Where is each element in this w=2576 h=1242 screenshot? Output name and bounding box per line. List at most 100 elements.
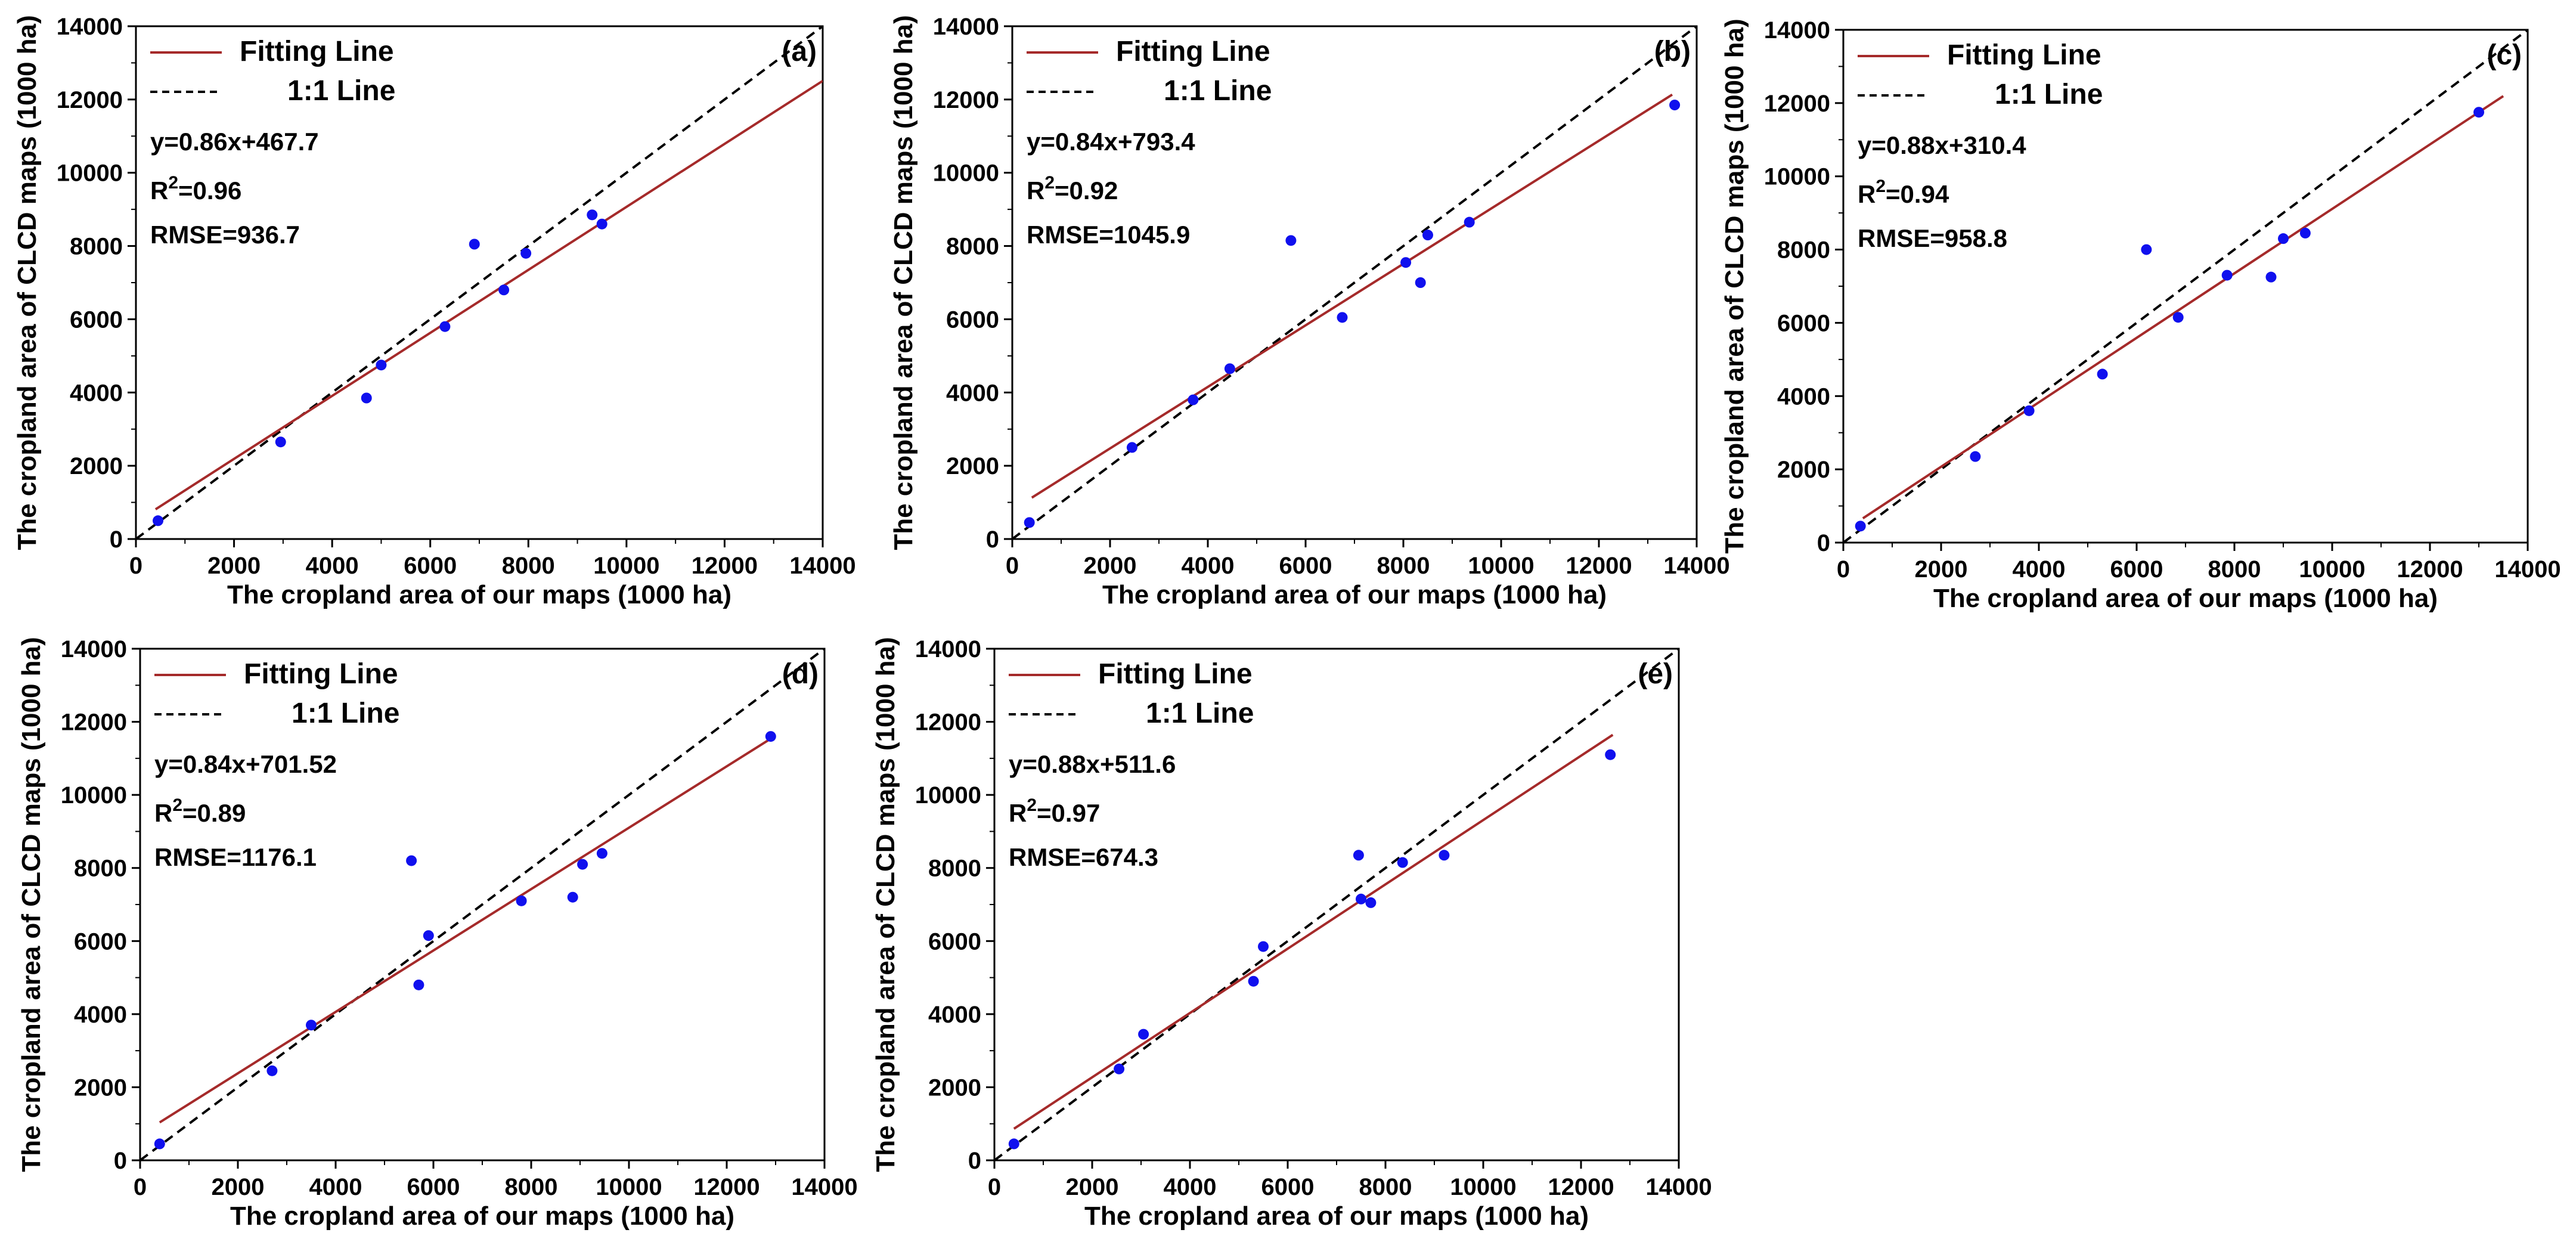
y-tick-label: 12000 — [61, 710, 127, 736]
y-tick-label: 12000 — [915, 710, 981, 736]
x-tick-label: 10000 — [596, 1174, 662, 1200]
x-tick-label: 4000 — [309, 1174, 362, 1200]
y-axis-title: The cropland area of CLCD maps (1000 ha) — [13, 15, 42, 550]
x-tick-label: 8000 — [1377, 553, 1430, 579]
y-tick-label: 6000 — [74, 928, 127, 955]
y-tick-label: 4000 — [74, 1002, 127, 1028]
data-point — [469, 239, 480, 250]
data-point — [1008, 1138, 1019, 1150]
data-point — [2473, 107, 2484, 118]
r-squared-superscript: 2 — [168, 173, 178, 193]
x-axis-title: The cropland area of our maps (1000 ha) — [1084, 1201, 1589, 1231]
legend-ref-label: 1:1 Line — [1995, 79, 2103, 110]
data-point — [154, 1138, 165, 1150]
fit-equation: y=0.88x+511.6 — [1009, 750, 1176, 778]
y-tick-label: 12000 — [57, 87, 123, 113]
y-tick-label: 14000 — [1764, 17, 1830, 44]
y-tick-label: 2000 — [928, 1074, 981, 1101]
data-point — [423, 930, 434, 941]
legend-ref-label: 1:1 Line — [287, 75, 395, 107]
r-squared-superscript: 2 — [172, 795, 182, 815]
rmse: RMSE=936.7 — [150, 221, 300, 249]
x-tick-label: 6000 — [407, 1174, 460, 1200]
y-tick-label: 4000 — [1777, 383, 1830, 410]
y-tick-label: 0 — [1817, 530, 1830, 556]
fit-equation: y=0.84x+793.4 — [1027, 128, 1195, 156]
data-point — [1114, 1063, 1125, 1074]
legend-fit-label: Fitting Line — [240, 36, 394, 67]
y-tick-label: 8000 — [74, 856, 127, 882]
data-point — [596, 848, 607, 859]
data-point — [1400, 257, 1412, 268]
x-tick-label: 14000 — [791, 1174, 857, 1200]
r-squared-symbol: R — [1858, 180, 1876, 208]
y-tick-label: 8000 — [1777, 237, 1830, 264]
data-point — [498, 284, 510, 296]
x-tick-label: 14000 — [1663, 553, 1729, 579]
data-point — [2141, 244, 2152, 255]
x-tick-label: 6000 — [1261, 1174, 1315, 1200]
data-point — [406, 855, 417, 866]
y-axis-title: The cropland area of CLCD maps (1000 ha) — [889, 15, 918, 550]
panel-label: (c) — [2487, 39, 2522, 71]
y-tick-label: 8000 — [946, 234, 999, 260]
x-tick-label: 12000 — [692, 553, 758, 579]
rmse: RMSE=1045.9 — [1027, 221, 1190, 249]
y-tick-label: 4000 — [946, 380, 999, 406]
data-point — [2265, 271, 2277, 283]
r-squared-superscript: 2 — [1027, 795, 1037, 815]
r-squared: R2=0.94 — [1858, 176, 1949, 208]
x-tick-label: 2000 — [1915, 556, 1968, 583]
x-tick-label: 2000 — [1066, 1174, 1119, 1200]
data-point — [1138, 1029, 1149, 1040]
panel-label: (b) — [1654, 36, 1691, 67]
chart-panel-3: 0 2000 4000 6000 8000 10000 12000 14000 0 2000 400… — [1720, 17, 2561, 613]
r-squared: R2=0.92 — [1027, 173, 1118, 205]
r-squared-value: =0.92 — [1055, 176, 1118, 205]
r-squared-value: =0.94 — [1886, 180, 1949, 208]
x-tick-label: 6000 — [404, 553, 457, 579]
x-tick-label: 6000 — [1279, 553, 1332, 579]
legend-ref-label: 1:1 Line — [1146, 698, 1254, 729]
data-point — [1605, 749, 1616, 760]
r-squared-superscript: 2 — [1044, 173, 1055, 193]
y-tick-label: 12000 — [933, 87, 999, 113]
legend-fit-label: Fitting Line — [1116, 36, 1270, 67]
legend-ref-label: 1:1 Line — [292, 698, 399, 729]
chart-panel-4: 0 2000 4000 6000 8000 10000 12000 14000 0 2000 400… — [17, 636, 858, 1231]
r-squared: R2=0.97 — [1009, 795, 1100, 827]
x-tick-label: 8000 — [502, 553, 555, 579]
x-tick-label: 2000 — [207, 553, 261, 579]
fitting-line — [154, 79, 823, 510]
data-point — [1464, 216, 1475, 228]
x-tick-label: 8000 — [1359, 1174, 1412, 1200]
data-point — [306, 1020, 317, 1031]
fitting-line — [1031, 93, 1673, 499]
x-tick-label: 10000 — [593, 553, 659, 579]
data-point — [516, 895, 527, 906]
fit-equation: y=0.86x+467.7 — [150, 128, 319, 156]
data-point — [1855, 521, 1866, 532]
x-tick-label: 6000 — [2110, 556, 2163, 583]
panel-label: (e) — [1638, 658, 1673, 690]
reference-line — [1012, 26, 1697, 539]
data-point — [1248, 975, 1259, 987]
r-squared-symbol: R — [1009, 799, 1027, 827]
data-point — [1126, 442, 1137, 453]
legend-fit-label: Fitting Line — [244, 658, 398, 690]
fitting-line — [1013, 733, 1614, 1130]
fit-equation: y=0.88x+310.4 — [1858, 131, 2026, 159]
x-tick-label: 0 — [129, 553, 142, 579]
x-tick-label: 4000 — [1182, 553, 1235, 579]
chart-panel-2: 0 2000 4000 6000 8000 10000 12000 14000 0 2000 400… — [889, 14, 1730, 609]
y-tick-label: 2000 — [74, 1074, 127, 1101]
y-tick-label: 8000 — [928, 856, 981, 882]
data-point — [2299, 227, 2311, 239]
x-tick-label: 14000 — [789, 553, 855, 579]
x-tick-label: 10000 — [2299, 556, 2365, 583]
data-point — [1224, 363, 1235, 374]
legend-fit-label: Fitting Line — [1947, 39, 2101, 71]
legend-fit-label: Fitting Line — [1098, 658, 1253, 690]
y-tick-label: 2000 — [1777, 457, 1830, 483]
